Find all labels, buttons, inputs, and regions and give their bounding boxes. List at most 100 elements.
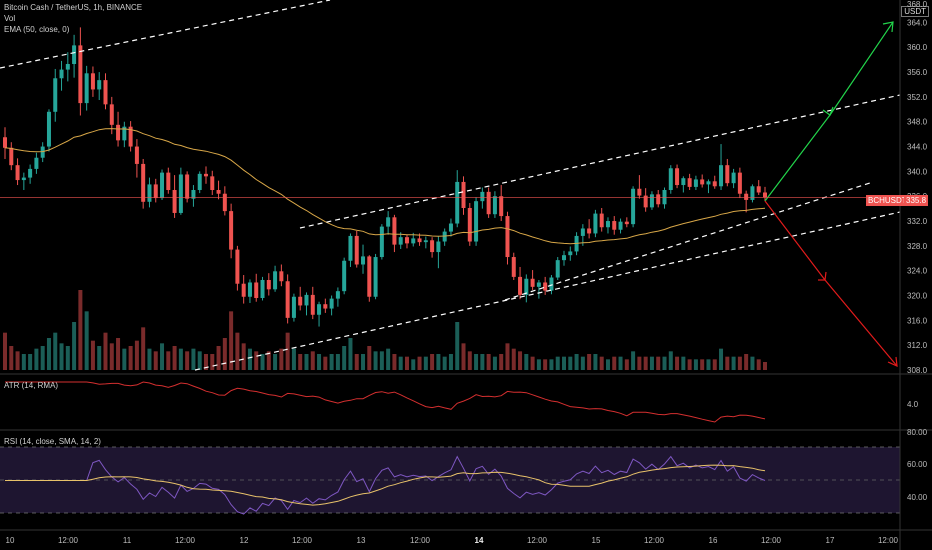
rsi-legend-label: RSI (14, close, SMA, 14, 2): [4, 437, 101, 446]
candle-body: [423, 240, 428, 243]
candle-body: [549, 277, 554, 291]
candle-body: [605, 221, 610, 228]
candle-body: [668, 168, 673, 190]
price-axis[interactable]: 364.0360.0356.0352.0348.0344.0340.0336.0…: [907, 18, 928, 502]
candle-body: [241, 283, 246, 297]
volume-bar: [279, 348, 284, 370]
candle-body: [675, 168, 680, 186]
time-tick-label: 10: [6, 536, 15, 545]
candle-body: [298, 296, 303, 306]
channel-line[interactable]: [299, 94, 901, 229]
partial-price-tick: 368.0: [907, 0, 928, 9]
volume-bar: [323, 356, 328, 370]
atr-panel-tick-label: 4.0: [907, 400, 919, 409]
volume-bar: [166, 351, 171, 370]
candle-body: [744, 193, 749, 200]
candle-body: [511, 257, 516, 277]
volume-bar: [555, 356, 560, 370]
candle-body: [404, 237, 409, 244]
volume-bar: [693, 359, 698, 370]
atr-legend[interactable]: ATR (14, RMA): [4, 380, 58, 391]
forecast-arrows[interactable]: [764, 21, 898, 367]
volume-bar: [737, 356, 742, 370]
rsi-panel-tick-label: 80.00: [907, 428, 928, 437]
candle-body: [750, 186, 755, 200]
candle-body: [335, 291, 340, 299]
volume-bar: [587, 354, 592, 370]
volume-bar: [656, 356, 661, 370]
bearish-arrow-head[interactable]: [887, 356, 898, 367]
ema-legend[interactable]: EMA (50, close, 0): [4, 25, 70, 34]
bullish-arrow-mid-head[interactable]: [822, 106, 834, 116]
volume-bar: [763, 362, 767, 370]
bearish-arrow[interactable]: [764, 200, 898, 367]
rsi-legend[interactable]: RSI (14, close, SMA, 14, 2): [4, 436, 101, 447]
volume-bar: [28, 354, 33, 370]
bearish-arrow-mid-head[interactable]: [818, 271, 827, 281]
volume-bar: [568, 356, 573, 370]
time-tick-label: 16: [709, 536, 718, 545]
time-tick-label: 12:00: [175, 536, 196, 545]
volume-bar: [335, 354, 340, 370]
candle-body: [229, 211, 234, 250]
volume-bar: [291, 348, 296, 370]
time-tick-label: 17: [826, 536, 835, 545]
volume-bar: [197, 351, 202, 370]
channel-line[interactable]: [504, 182, 871, 301]
volume-bar: [203, 354, 208, 370]
volume-bar: [624, 359, 629, 370]
volume-bar: [185, 351, 190, 370]
volume-bar: [141, 327, 146, 370]
volume-bar: [90, 340, 95, 370]
volume-bar: [379, 351, 384, 370]
volume-bar: [373, 351, 378, 370]
candle-body: [580, 228, 585, 236]
candle-body: [185, 174, 190, 199]
candle-body: [291, 296, 296, 318]
volume-bar: [329, 354, 334, 370]
candle-body: [392, 217, 397, 245]
candle-body: [210, 176, 215, 190]
volume-bar: [637, 356, 642, 370]
volume-bar: [580, 356, 585, 370]
volume-bar: [455, 322, 460, 370]
candle-body: [178, 174, 183, 213]
candle-body: [273, 271, 278, 290]
channel-line[interactable]: [0, 0, 331, 69]
price-tick-label: 312.0: [907, 341, 928, 350]
bullish-arrow-head[interactable]: [882, 21, 894, 33]
candle-body: [354, 235, 359, 265]
volume-bar: [273, 354, 278, 370]
volume-bar: [266, 351, 271, 370]
price-tick-label: 328.0: [907, 242, 928, 251]
channel-line[interactable]: [194, 211, 901, 371]
candle-body: [153, 184, 158, 199]
candle-body: [166, 172, 171, 190]
rsi-sma-line: [5, 464, 766, 506]
candle-body: [84, 73, 89, 104]
candle-body: [373, 257, 378, 297]
candle-body: [480, 191, 485, 202]
volume-bar: [15, 351, 20, 370]
candle-body: [599, 213, 604, 228]
volume-bar: [160, 343, 165, 370]
volume-bar: [436, 354, 441, 370]
volume-bar: [549, 359, 554, 370]
volume-bar: [750, 356, 755, 370]
currency-box[interactable]: USDT: [901, 6, 929, 17]
symbol-title[interactable]: Bitcoin Cash / TetherUS, 1h, BINANCE: [4, 3, 143, 12]
time-axis[interactable]: 10 12:00 11 12:00 12 12:00 13 12:00 14 12:00 15 12:…: [6, 536, 899, 545]
main-legend: Bitcoin Cash / TetherUS, 1h, BINANCE Vol…: [4, 2, 142, 35]
volume-bar: [612, 356, 617, 370]
volume-bar: [605, 359, 610, 370]
volume-bar: [40, 346, 45, 370]
candle-body: [361, 256, 366, 265]
volume-bar: [65, 346, 70, 370]
time-tick-label: 12:00: [58, 536, 79, 545]
bullish-arrow[interactable]: [764, 21, 894, 202]
candle-body: [197, 173, 202, 190]
candle-body: [436, 241, 441, 253]
volume-legend[interactable]: Vol: [4, 14, 16, 23]
parallel-channel-drawings[interactable]: [0, 0, 901, 371]
